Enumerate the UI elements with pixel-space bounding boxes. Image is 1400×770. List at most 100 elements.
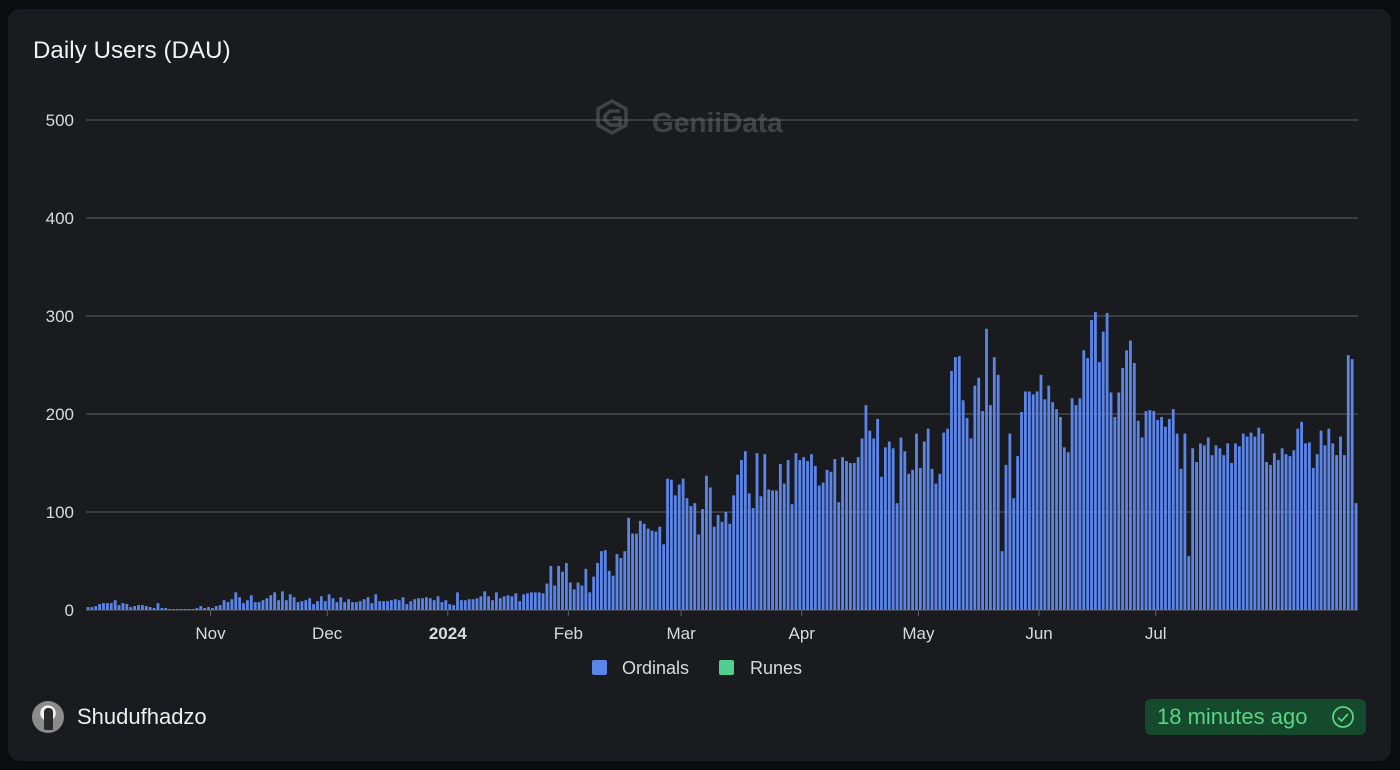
bar-ordinals[interactable] [627, 517, 631, 610]
bar-ordinals[interactable] [638, 520, 642, 610]
bar-ordinals[interactable] [763, 454, 767, 610]
bar-ordinals[interactable] [351, 602, 354, 610]
bar-ordinals[interactable] [191, 609, 195, 610]
bar-ordinals[interactable] [541, 593, 545, 610]
bar-ordinals[interactable] [938, 473, 942, 610]
bar-ordinals[interactable] [137, 605, 140, 610]
bar-ordinals[interactable] [1202, 445, 1206, 610]
bar-ordinals[interactable] [1136, 420, 1140, 610]
bar-ordinals[interactable] [1319, 430, 1323, 610]
bar-ordinals[interactable] [565, 562, 568, 610]
bar-ordinals[interactable] [934, 483, 938, 610]
bar-ordinals[interactable] [662, 544, 666, 610]
bar-ordinals[interactable] [284, 600, 288, 610]
bar-ordinals[interactable] [529, 592, 533, 610]
bar-ordinals[interactable] [1288, 456, 1292, 610]
bar-ordinals[interactable] [1066, 452, 1070, 610]
bar-ordinals[interactable] [576, 582, 580, 610]
bar-ordinals[interactable] [883, 447, 887, 610]
bar-ordinals[interactable] [701, 509, 704, 610]
bar-ordinals[interactable] [1261, 433, 1265, 610]
bar-ordinals[interactable] [1094, 312, 1097, 610]
bar-ordinals[interactable] [246, 600, 249, 610]
bar-ordinals[interactable] [736, 474, 739, 610]
bar-ordinals[interactable] [584, 568, 588, 610]
bar-ordinals[interactable] [117, 605, 121, 610]
bar-ordinals[interactable] [378, 601, 382, 610]
bar-ordinals[interactable] [253, 602, 257, 610]
bar-ordinals[interactable] [421, 598, 424, 610]
bar-ordinals[interactable] [728, 523, 732, 610]
bar-ordinals[interactable] [642, 523, 646, 610]
bar-ordinals[interactable] [561, 571, 564, 610]
bar-ordinals[interactable] [930, 468, 934, 610]
bar-ordinals[interactable] [1117, 392, 1121, 610]
legend-label-ordinals[interactable]: Ordinals [622, 658, 689, 678]
bar-ordinals[interactable] [872, 438, 876, 611]
bar-ordinals[interactable] [1113, 416, 1117, 610]
bar-ordinals[interactable] [179, 609, 183, 610]
bar-ordinals[interactable] [1000, 551, 1004, 610]
bar-ordinals[interactable] [813, 465, 817, 610]
bar-ordinals[interactable] [323, 601, 327, 610]
bar-ordinals[interactable] [1187, 556, 1191, 610]
bar-ordinals[interactable] [611, 575, 615, 610]
bar-ordinals[interactable] [1284, 454, 1288, 610]
bar-ordinals[interactable] [1257, 427, 1261, 610]
bar-ordinals[interactable] [771, 490, 774, 610]
bar-ordinals[interactable] [915, 433, 918, 610]
bar-ordinals[interactable] [545, 583, 549, 610]
bar-ordinals[interactable] [456, 592, 459, 610]
bar-ordinals[interactable] [1062, 447, 1066, 610]
bar-ordinals[interactable] [463, 600, 467, 610]
bar-ordinals[interactable] [907, 473, 911, 610]
bar-ordinals[interactable] [1179, 468, 1183, 610]
bar-ordinals[interactable] [207, 607, 210, 610]
bar-ordinals[interactable] [568, 582, 572, 610]
bar-ordinals[interactable] [526, 593, 529, 610]
bar-ordinals[interactable] [1350, 359, 1354, 610]
bar-ordinals[interactable] [479, 596, 483, 610]
bar-ordinals[interactable] [1241, 433, 1245, 610]
bar-ordinals[interactable] [152, 608, 156, 610]
bar-ordinals[interactable] [1222, 455, 1226, 610]
bar-ordinals[interactable] [946, 428, 950, 610]
bar-ordinals[interactable] [778, 463, 782, 610]
bar-ordinals[interactable] [794, 453, 798, 610]
bar-ordinals[interactable] [214, 606, 218, 610]
bar-ordinals[interactable] [358, 601, 362, 610]
bar-ordinals[interactable] [864, 405, 868, 610]
bar-ordinals[interactable] [829, 471, 833, 610]
bar-ordinals[interactable] [1078, 398, 1082, 610]
bar-ordinals[interactable] [393, 599, 397, 610]
bar-ordinals[interactable] [319, 596, 323, 610]
bar-ordinals[interactable] [172, 609, 175, 610]
bar-ordinals[interactable] [1354, 503, 1358, 610]
bar-ordinals[interactable] [273, 592, 277, 610]
bar-ordinals[interactable] [187, 609, 191, 610]
bar-ordinals[interactable] [1206, 437, 1210, 610]
bar-ordinals[interactable] [397, 600, 401, 610]
bar-ordinals[interactable] [261, 600, 265, 610]
bar-ordinals[interactable] [432, 600, 436, 610]
bar-ordinals[interactable] [1191, 448, 1195, 610]
bar-ordinals[interactable] [444, 600, 448, 610]
bar-ordinals[interactable] [922, 441, 926, 610]
bar-ordinals[interactable] [1144, 411, 1148, 610]
bar-ordinals[interactable] [740, 460, 743, 610]
bar-ordinals[interactable] [716, 514, 720, 610]
bar-ordinals[interactable] [549, 565, 553, 610]
bar-ordinals[interactable] [109, 603, 113, 610]
bar-ordinals[interactable] [148, 607, 152, 610]
bar-ordinals[interactable] [903, 451, 907, 610]
bar-ordinals[interactable] [666, 478, 669, 610]
bar-ordinals[interactable] [362, 599, 366, 610]
bar-ordinals[interactable] [354, 602, 358, 610]
bar-ordinals[interactable] [891, 448, 895, 610]
bar-ordinals[interactable] [522, 594, 526, 610]
bar-ordinals[interactable] [1121, 367, 1125, 610]
bar-ordinals[interactable] [218, 605, 222, 610]
bar-ordinals[interactable] [413, 599, 417, 610]
bar-ordinals[interactable] [176, 609, 179, 610]
bar-ordinals[interactable] [183, 609, 187, 610]
